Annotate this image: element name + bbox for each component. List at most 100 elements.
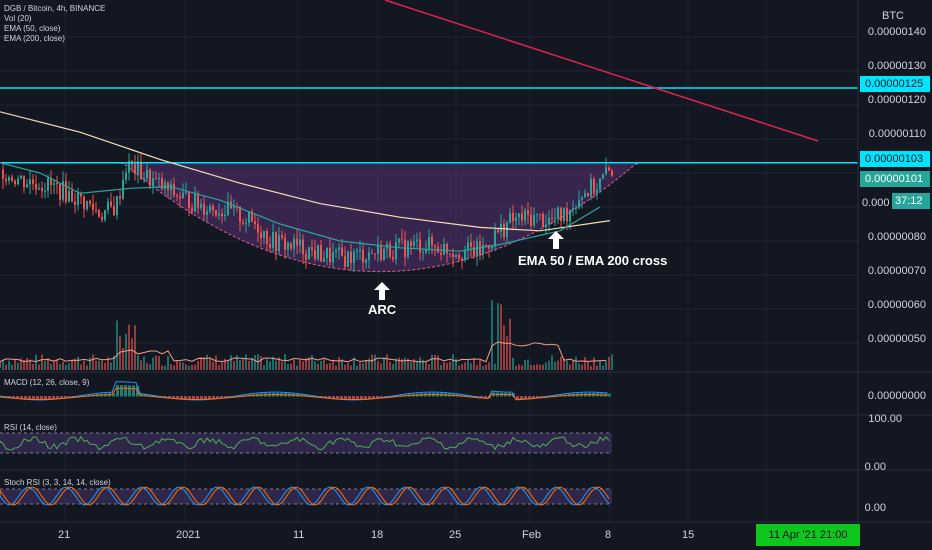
volume-bar bbox=[35, 354, 37, 370]
volume-bar bbox=[404, 357, 406, 370]
volume-bar bbox=[224, 358, 226, 370]
vol-indicator[interactable]: Vol (20) bbox=[4, 14, 32, 23]
volume-bar bbox=[305, 358, 307, 370]
macd-label[interactable]: MACD (12, 26, close, 9) bbox=[4, 378, 90, 387]
volume-bar bbox=[320, 360, 322, 370]
candle-body bbox=[458, 254, 460, 259]
macd-hist bbox=[380, 396, 383, 398]
volume-bar bbox=[71, 360, 73, 370]
volume-bar bbox=[503, 325, 505, 370]
volume-bar bbox=[446, 363, 448, 370]
ema200-indicator[interactable]: EMA (200, close) bbox=[4, 34, 65, 43]
arc-annotation: ARC bbox=[368, 302, 397, 317]
sub-panes bbox=[0, 381, 612, 506]
time-tick: 11 bbox=[293, 529, 305, 541]
volume-bar bbox=[377, 361, 379, 370]
candle-body bbox=[395, 242, 397, 260]
volume-bar bbox=[176, 360, 178, 370]
candle-body bbox=[410, 241, 412, 246]
volume-bar bbox=[371, 354, 373, 370]
macd-hist bbox=[524, 396, 527, 400]
volume-bar bbox=[272, 356, 274, 370]
ema50-indicator[interactable]: EMA (50, close) bbox=[4, 24, 61, 33]
price-tick-partial: 0.000 bbox=[860, 195, 890, 211]
candle-body bbox=[323, 258, 325, 262]
candle-body bbox=[26, 184, 28, 188]
candle-body bbox=[86, 200, 88, 210]
candle-body bbox=[443, 244, 445, 255]
volume-bar bbox=[89, 357, 91, 370]
candle-body bbox=[338, 247, 340, 251]
candle-body bbox=[569, 209, 571, 222]
volume-bar bbox=[260, 356, 262, 370]
macd-hist bbox=[48, 396, 51, 400]
volume-bar bbox=[329, 362, 331, 370]
volume-bar bbox=[509, 318, 511, 370]
volume-bar bbox=[215, 355, 217, 370]
volume-bar bbox=[392, 364, 394, 370]
volume-bar bbox=[302, 361, 304, 370]
rsi-label[interactable]: RSI (14, close) bbox=[4, 423, 57, 432]
volume-bar bbox=[149, 364, 151, 370]
candle-body bbox=[158, 177, 160, 179]
candle-body bbox=[218, 213, 220, 216]
candle-body bbox=[362, 249, 364, 263]
macd-line bbox=[0, 381, 609, 401]
candle-body bbox=[608, 167, 610, 171]
volume-bar bbox=[506, 336, 508, 370]
volume-bar bbox=[47, 357, 49, 370]
candle-body bbox=[611, 170, 613, 176]
stoch-label[interactable]: Stoch RSI (3, 3, 14, 14, close) bbox=[4, 478, 111, 487]
volume-bar bbox=[602, 365, 604, 370]
candle-body bbox=[188, 192, 190, 209]
macd-hist bbox=[32, 396, 35, 400]
volume-bar bbox=[83, 360, 85, 370]
volume-bar bbox=[29, 359, 31, 370]
candle-body bbox=[566, 208, 568, 222]
candle-body bbox=[290, 242, 292, 249]
macd-tick: 0.00000000 bbox=[867, 390, 926, 402]
candle-body bbox=[383, 248, 385, 261]
candle-body bbox=[83, 196, 85, 210]
candle-body bbox=[14, 180, 16, 185]
volume-bar bbox=[251, 357, 253, 370]
macd-hist bbox=[172, 396, 175, 399]
volume-bar bbox=[449, 361, 451, 370]
candle-body bbox=[194, 193, 196, 212]
macd-hist bbox=[64, 396, 67, 399]
chart-legend: DGB / Bitcoin, 4h, BINANCE Vol (20) EMA … bbox=[4, 4, 105, 44]
lower-level-tag: 0.00000103 bbox=[860, 151, 930, 167]
volume-bar bbox=[512, 357, 514, 370]
candle-body bbox=[92, 203, 94, 210]
volume-bar bbox=[212, 361, 214, 370]
volume-bar bbox=[560, 356, 562, 370]
candle-body bbox=[560, 207, 562, 221]
symbol-line[interactable]: DGB / Bitcoin, 4h, BINANCE bbox=[4, 4, 106, 13]
volume-bar bbox=[245, 354, 247, 370]
grid bbox=[0, 0, 858, 522]
macd-hist bbox=[236, 395, 239, 397]
candle-body bbox=[368, 252, 370, 260]
volume-bar bbox=[365, 360, 367, 370]
volume-bar bbox=[197, 361, 199, 370]
volume-bar bbox=[155, 355, 157, 370]
macd-hist bbox=[180, 396, 183, 399]
macd-hist bbox=[552, 395, 555, 397]
macd-hist bbox=[376, 396, 379, 399]
candle-body bbox=[527, 210, 529, 215]
volume-bar bbox=[596, 365, 598, 370]
volume-bar bbox=[479, 360, 481, 370]
volume-bar bbox=[14, 358, 16, 370]
volume-bar bbox=[104, 362, 106, 370]
macd-hist bbox=[8, 396, 11, 398]
volume-bar bbox=[521, 365, 523, 370]
volume-bar bbox=[353, 357, 355, 370]
volume-bar bbox=[227, 361, 229, 370]
candle-body bbox=[494, 229, 496, 247]
candle-body bbox=[482, 244, 484, 255]
candle-body bbox=[242, 222, 244, 224]
candle-body bbox=[428, 236, 430, 250]
volume-bar bbox=[95, 360, 97, 370]
candle-body bbox=[185, 192, 187, 194]
